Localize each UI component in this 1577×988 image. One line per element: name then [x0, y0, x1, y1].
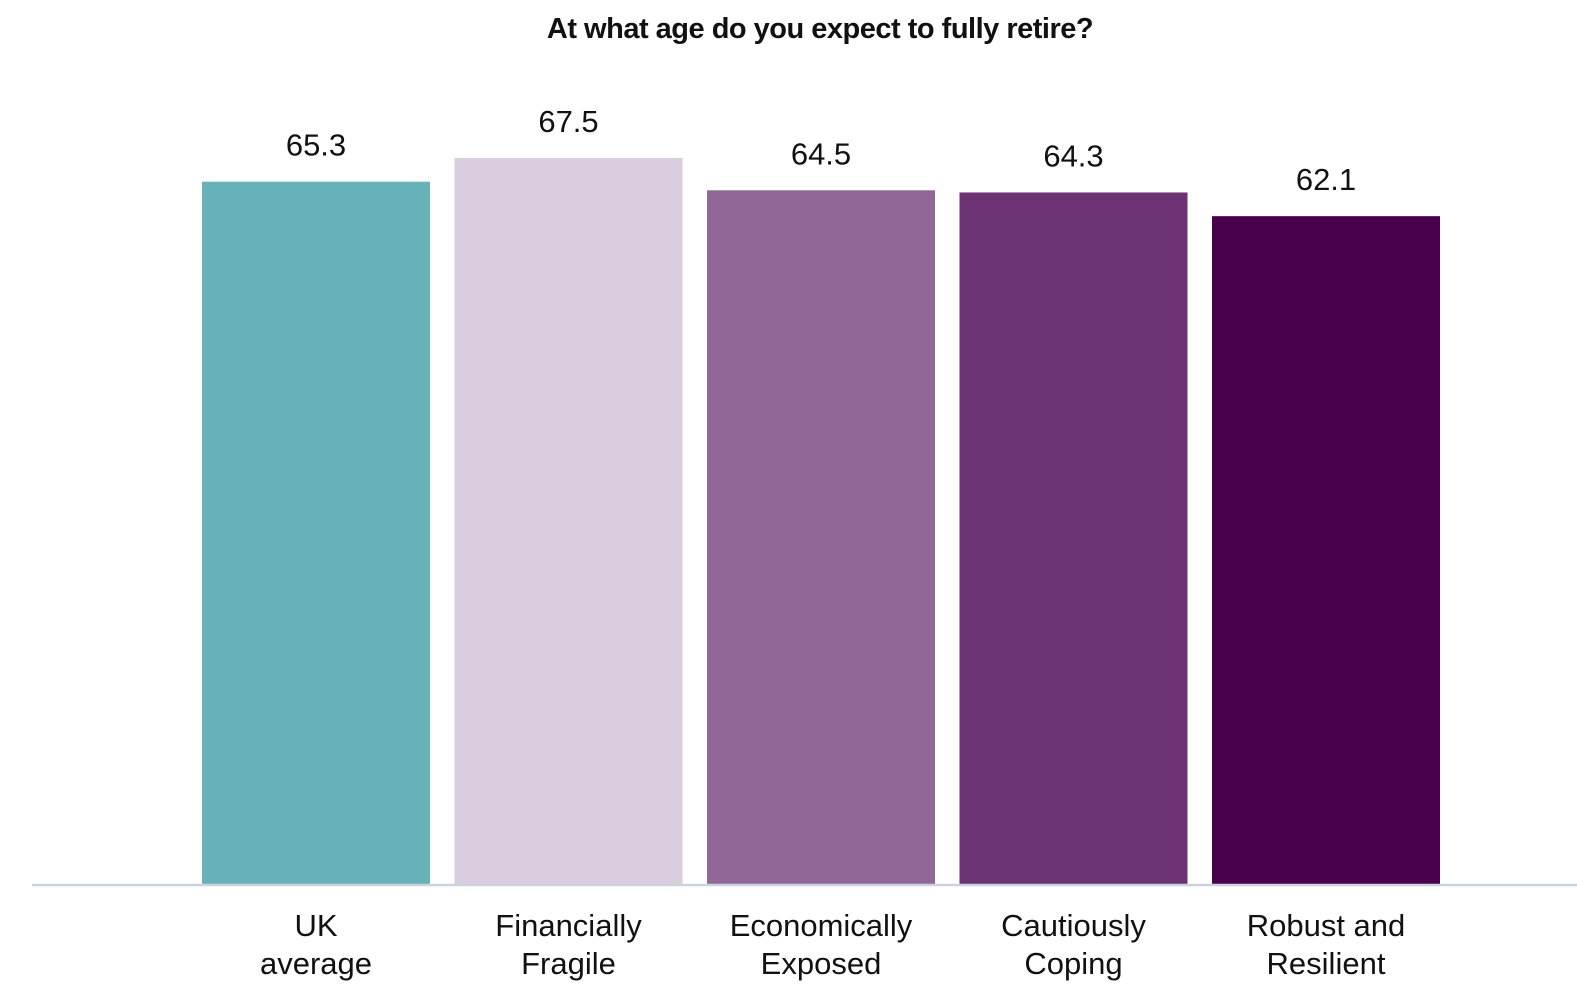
category-label-line: average — [260, 946, 372, 981]
chart-title: At what age do you expect to fully retir… — [547, 13, 1093, 45]
category-label-1: Financially Fragile — [495, 908, 642, 981]
category-label-line: Resilient — [1267, 946, 1386, 981]
category-label-line: Robust and — [1247, 908, 1406, 943]
bar-0 — [202, 181, 430, 885]
value-label-0: 65.3 — [286, 128, 346, 163]
bar-2 — [707, 190, 935, 886]
category-label-4: Robust and Resilient — [1247, 908, 1406, 981]
category-label-line: Exposed — [761, 946, 882, 981]
value-label-4: 62.1 — [1296, 162, 1356, 197]
category-label-line: Cautiously — [1001, 908, 1146, 943]
bar-4 — [1212, 216, 1440, 885]
category-label-line: Fragile — [521, 946, 616, 981]
category-label-3: Cautiously Coping — [1001, 908, 1146, 981]
category-label-0: UK average — [260, 908, 372, 981]
bar-1 — [454, 158, 683, 885]
bars-group — [202, 158, 1440, 886]
value-label-2: 64.5 — [791, 136, 851, 171]
category-label-line: Economically — [730, 908, 913, 943]
value-labels-group: 65.3 67.5 64.5 64.3 62.1 — [286, 104, 1356, 197]
category-label-line: UK — [294, 908, 337, 943]
value-label-3: 64.3 — [1043, 138, 1103, 173]
category-labels-group: UK average Financially Fragile Economically E… — [260, 908, 1405, 981]
bar-3 — [959, 192, 1188, 885]
category-label-line: Financially — [495, 908, 642, 943]
category-label-2: Economically Exposed — [730, 908, 913, 981]
value-label-1: 67.5 — [538, 104, 598, 139]
category-label-line: Coping — [1024, 946, 1122, 981]
